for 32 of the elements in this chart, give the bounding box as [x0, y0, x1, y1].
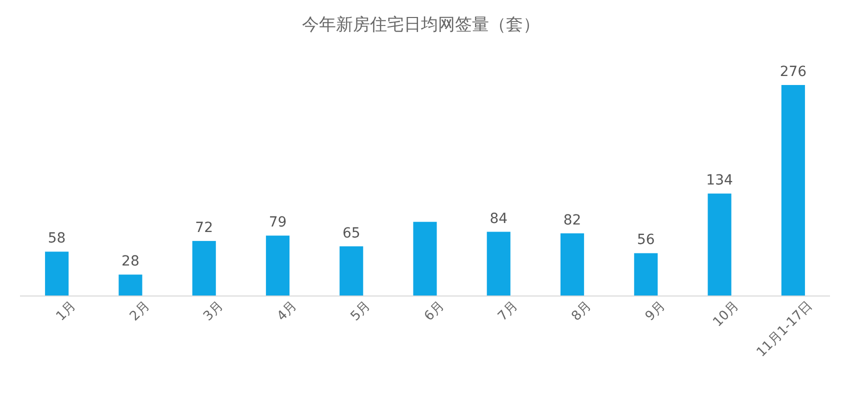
x-tick-label: 5月: [348, 298, 374, 324]
data-label: 134: [706, 172, 733, 189]
data-label: 58: [48, 230, 66, 247]
data-label: 82: [563, 212, 582, 228]
bar: [781, 85, 805, 296]
data-label: 276: [780, 64, 807, 80]
data-label: 65: [342, 225, 360, 242]
x-tick-label: 9月: [642, 298, 668, 324]
bar: [266, 236, 290, 296]
bar: [486, 232, 510, 296]
data-label: 79: [268, 214, 287, 231]
bar: [118, 274, 142, 296]
x-tick-label: 2月: [127, 298, 153, 324]
data-label: 56: [636, 232, 655, 248]
data-label: 28: [122, 254, 140, 270]
bar: [192, 240, 216, 296]
bar: [560, 233, 584, 296]
x-tick-label: 4月: [274, 298, 300, 324]
x-tick-label: 8月: [569, 298, 595, 324]
bar: [413, 222, 437, 296]
x-tick-label: 6月: [422, 298, 448, 324]
x-tick-label: 7月: [495, 298, 522, 324]
bar: [708, 194, 732, 296]
data-label: 72: [195, 220, 214, 236]
bar: [340, 246, 364, 296]
x-tick-label: 10月: [710, 298, 742, 330]
chart-title: 今年新房住宅日均网签量（套）: [302, 15, 540, 35]
x-tick-label: 3月: [200, 298, 227, 324]
data-label: 84: [490, 210, 508, 227]
x-tick-label: 1月: [54, 298, 80, 324]
bar: [45, 252, 69, 296]
bar: [634, 253, 658, 296]
